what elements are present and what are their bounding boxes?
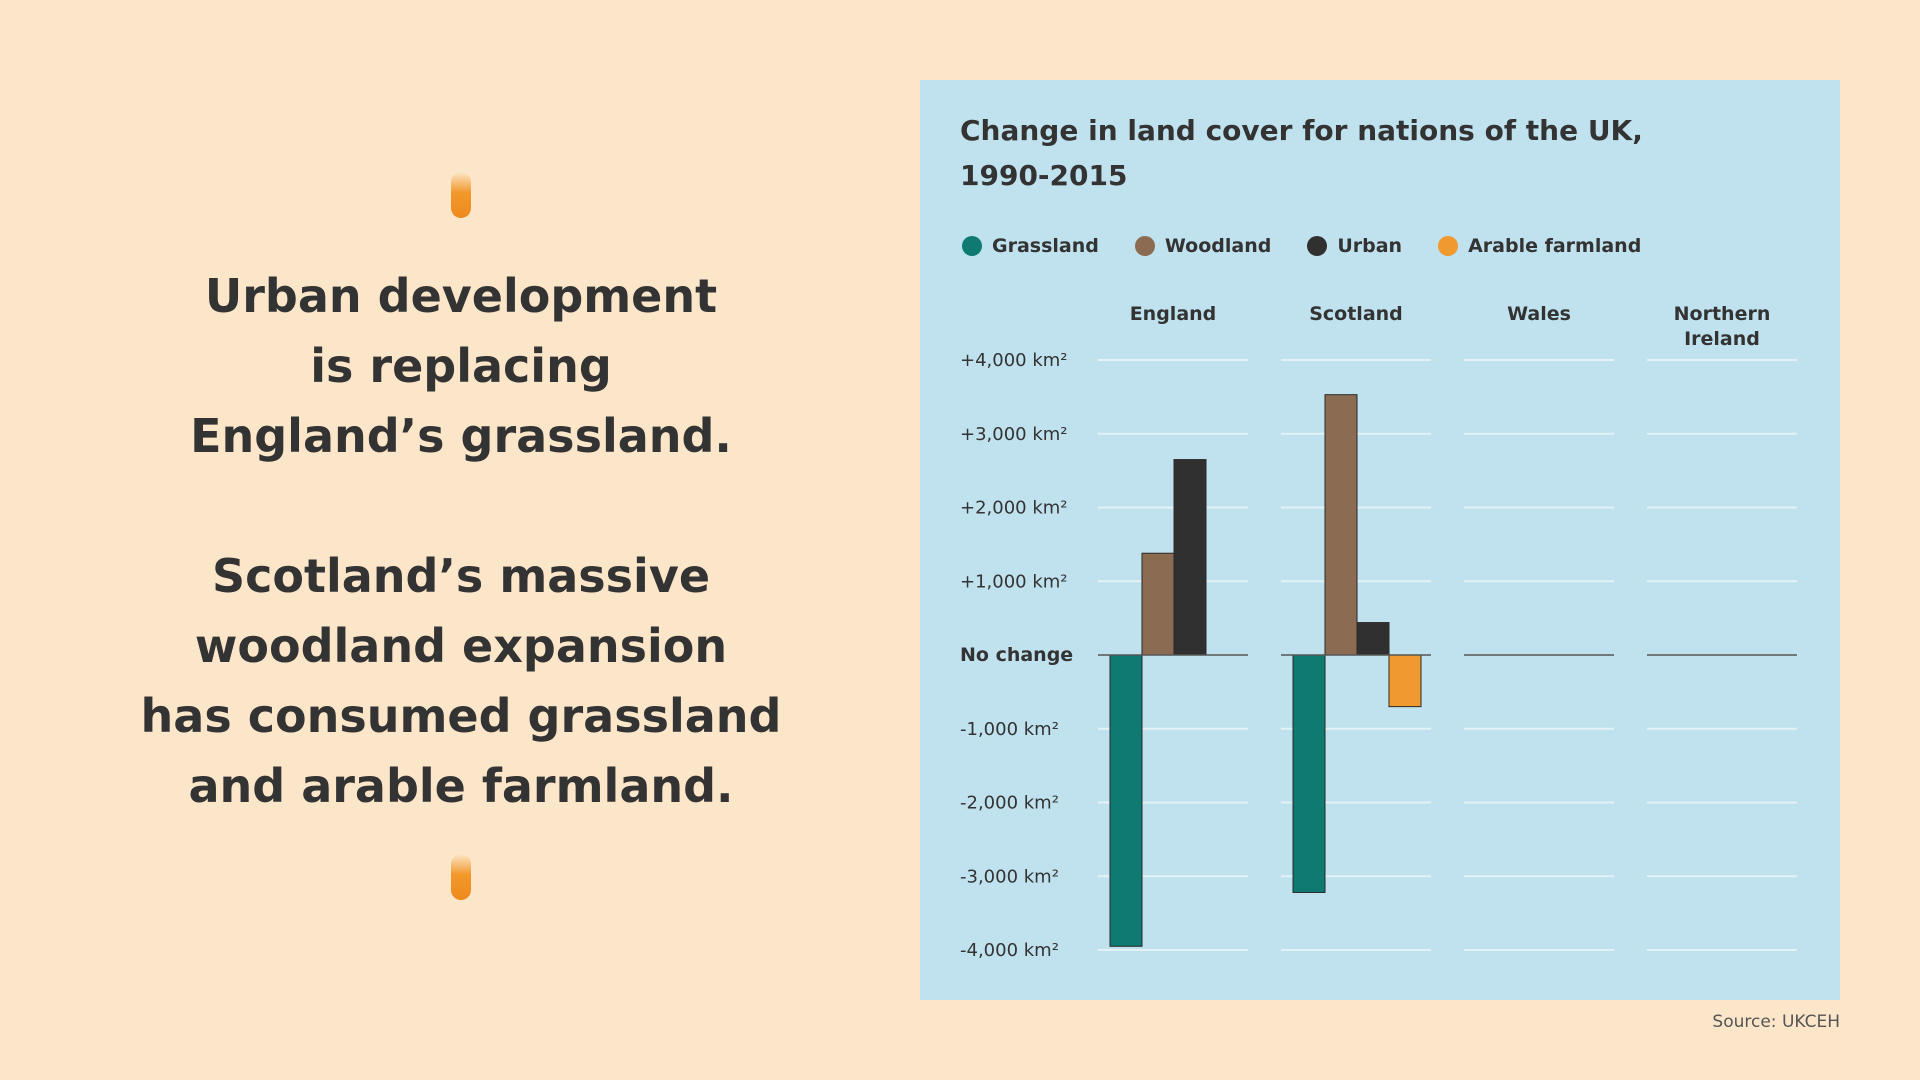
category-label: Ireland: [1684, 328, 1760, 350]
accent-marker-top: [451, 172, 471, 218]
y-tick-label: -1,000 km²: [960, 719, 1059, 740]
y-tick-label: +2,000 km²: [960, 498, 1068, 519]
bar-urban: [1356, 622, 1390, 656]
headline-scotland: Scotland’s massive woodland expansion ha…: [100, 541, 822, 821]
y-tick-label: -4,000 km²: [960, 940, 1059, 961]
bar-urban: [1173, 459, 1207, 656]
legend-label: Grassland: [992, 235, 1099, 257]
legend-label: Arable farmland: [1468, 235, 1642, 257]
legend-label: Urban: [1337, 235, 1403, 257]
bar-woodland: [1324, 394, 1358, 656]
legend-swatch: [962, 236, 982, 256]
headline-line: and arable farmland.: [188, 759, 734, 813]
y-tick-label: No change: [960, 644, 1073, 666]
chart-plot: +4,000 km² +3,000 km² +2,000 km² +1,000 km²…: [960, 303, 1797, 961]
legend-swatch: [1307, 236, 1328, 256]
y-tick-label: -2,000 km²: [960, 793, 1059, 814]
chart-title-line: Change in land cover for nations of the …: [960, 114, 1643, 147]
legend-label: Woodland: [1164, 235, 1272, 257]
headline-line: woodland expansion: [194, 619, 728, 673]
accent-marker-bottom: [451, 854, 471, 900]
category-label: England: [1130, 303, 1217, 325]
headline-line: England’s grassland.: [190, 409, 732, 463]
headline-urban: Urban development is replacing England’s…: [100, 261, 822, 471]
source-credit: Source: UKCEH: [1712, 1012, 1840, 1032]
headline-line: is replacing: [310, 339, 612, 393]
chart-title: Change in land cover for nations of the …: [960, 108, 1720, 198]
legend-item-grassland: Grassland: [962, 235, 1099, 257]
legend-item-arable-farmland: Arable farmland: [1438, 235, 1641, 257]
legend-item-urban: Urban: [1307, 235, 1402, 257]
headline-line: Urban development: [204, 269, 718, 323]
legend-item-woodland: Woodland: [1134, 235, 1272, 257]
y-tick-label: +3,000 km²: [960, 424, 1068, 445]
chart-title-line: 1990-2015: [960, 159, 1128, 192]
category-label: Wales: [1507, 303, 1571, 325]
bar-woodland: [1141, 552, 1175, 656]
chart-panel: +4,000 km² +3,000 km² +2,000 km² +1,000 km²…: [920, 80, 1840, 1000]
bar-arable-farmland: [1388, 654, 1422, 708]
headline-line: Scotland’s massive: [211, 549, 711, 603]
legend-swatch: [1134, 236, 1155, 256]
legend-swatch: [1438, 236, 1459, 256]
headline-line: has consumed grassland: [140, 689, 782, 743]
category-label: Scotland: [1309, 303, 1403, 325]
category-label: Northern: [1674, 303, 1771, 325]
chart-legend: Grassland Woodland Urban Arable farmland: [962, 228, 1677, 264]
bar-grassland: [1109, 654, 1143, 947]
y-tick-label: +4,000 km²: [960, 350, 1068, 371]
y-tick-label: +1,000 km²: [960, 571, 1068, 592]
y-tick-label: -3,000 km²: [960, 866, 1059, 887]
bar-grassland: [1292, 654, 1326, 893]
